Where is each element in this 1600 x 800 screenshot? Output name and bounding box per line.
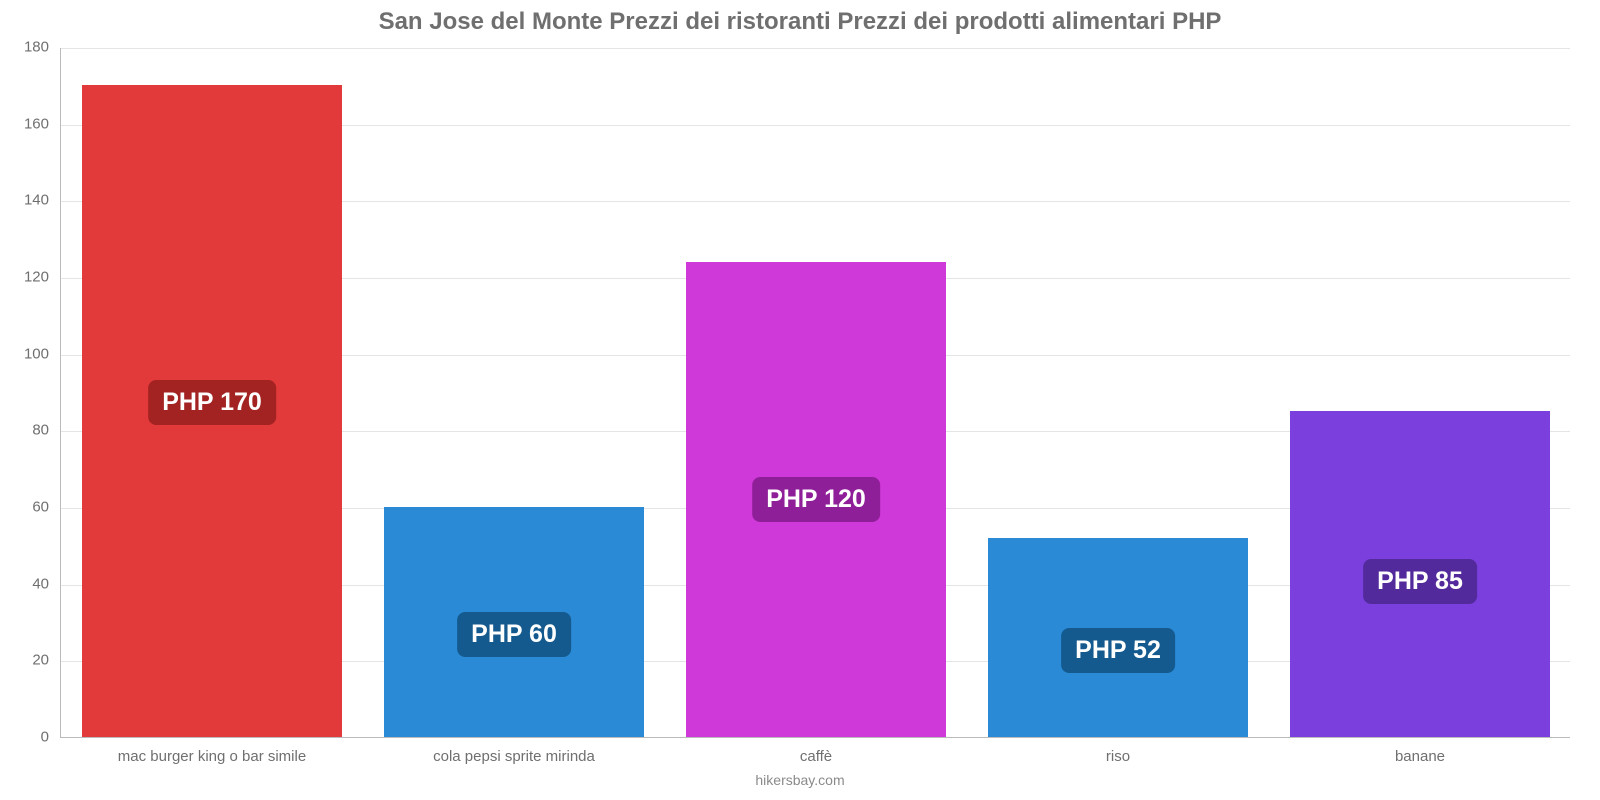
- value-badge: PHP 170: [148, 380, 276, 425]
- y-tick-label: 20: [1, 652, 49, 669]
- value-badge: PHP 120: [752, 477, 880, 522]
- y-tick-label: 40: [1, 575, 49, 592]
- y-tick-label: 140: [1, 192, 49, 209]
- x-tick-label: caffè: [665, 748, 967, 765]
- value-badge: PHP 85: [1363, 559, 1477, 604]
- y-tick-label: 120: [1, 269, 49, 286]
- x-tick-label: riso: [967, 748, 1269, 765]
- y-tick-label: 160: [1, 115, 49, 132]
- gridline: [61, 48, 1570, 49]
- price-bar-chart: San Jose del Monte Prezzi dei ristoranti…: [0, 0, 1600, 800]
- x-tick-label: cola pepsi sprite mirinda: [363, 748, 665, 765]
- attribution: hikersbay.com: [0, 772, 1600, 788]
- chart-title: San Jose del Monte Prezzi dei ristoranti…: [0, 8, 1600, 36]
- x-tick-label: mac burger king o bar simile: [61, 748, 363, 765]
- y-tick-label: 60: [1, 499, 49, 516]
- y-tick-label: 100: [1, 345, 49, 362]
- value-badge: PHP 60: [457, 612, 571, 657]
- plot-area: 020406080100120140160180PHP 170mac burge…: [60, 48, 1570, 738]
- y-tick-label: 180: [1, 39, 49, 56]
- value-badge: PHP 52: [1061, 628, 1175, 673]
- y-tick-label: 80: [1, 422, 49, 439]
- y-tick-label: 0: [1, 729, 49, 746]
- x-tick-label: banane: [1269, 748, 1571, 765]
